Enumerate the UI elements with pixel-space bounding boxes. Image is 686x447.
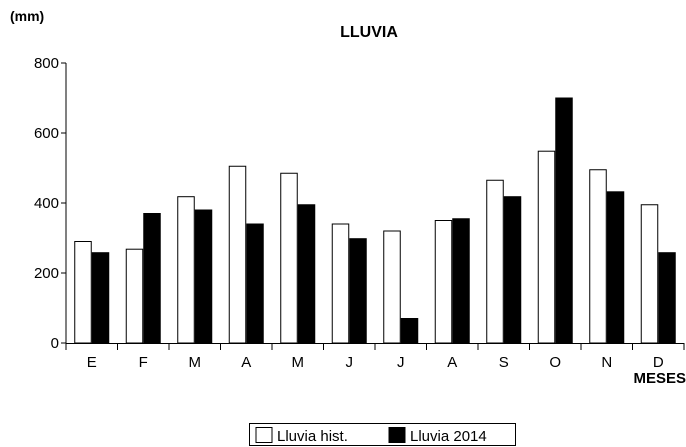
y-unit-label: (mm) bbox=[10, 8, 44, 24]
x-tick-label: M bbox=[189, 354, 202, 371]
bar-hist-0 bbox=[74, 241, 92, 344]
y-tick-label: 400 bbox=[34, 195, 59, 212]
bar-hist-4 bbox=[280, 172, 298, 344]
bar-2014-11 bbox=[658, 252, 676, 344]
x-tick-label: N bbox=[601, 354, 612, 371]
bar-hist-2 bbox=[177, 196, 195, 344]
x-axis-label: MESES bbox=[633, 370, 686, 387]
bar-2014-8 bbox=[503, 196, 522, 344]
bar-hist-5 bbox=[331, 223, 350, 344]
bar-hist-7 bbox=[434, 220, 453, 344]
y-tick-label: 600 bbox=[34, 125, 59, 142]
bar-hist-3 bbox=[228, 165, 247, 344]
bar-hist-1 bbox=[125, 248, 144, 344]
bar-2014-1 bbox=[143, 213, 161, 344]
y-axis-ticks: 0 200 400 600 800 bbox=[34, 55, 66, 352]
bar-2014-4 bbox=[297, 204, 316, 344]
legend-swatch bbox=[388, 427, 406, 443]
bar-hist-11 bbox=[640, 204, 659, 344]
bar-2014-0 bbox=[91, 252, 110, 344]
legend-swatch bbox=[255, 427, 273, 443]
bar-2014-6 bbox=[400, 318, 419, 344]
bar-2014-5 bbox=[349, 238, 367, 344]
x-tick-label: A bbox=[447, 354, 457, 371]
bar-hist-6 bbox=[383, 230, 401, 344]
x-tick-label: J bbox=[397, 354, 405, 371]
legend-label: Lluvia 2014 bbox=[410, 428, 487, 445]
x-tick-label: E bbox=[87, 354, 97, 371]
bars-group bbox=[74, 97, 676, 344]
y-tick-label: 200 bbox=[34, 265, 59, 282]
legend-box bbox=[249, 423, 516, 446]
bar-2014-3 bbox=[246, 223, 264, 344]
x-tick-label: M bbox=[292, 354, 305, 371]
legend-label: Lluvia hist. bbox=[277, 428, 348, 445]
bar-hist-8 bbox=[486, 179, 504, 344]
x-tick-label: A bbox=[241, 354, 251, 371]
x-tick-label: O bbox=[549, 354, 561, 371]
x-tick-label: D bbox=[653, 354, 664, 371]
bar-2014-7 bbox=[452, 218, 470, 344]
bar-2014-9 bbox=[555, 97, 573, 344]
bar-2014-10 bbox=[606, 191, 625, 344]
legend: Lluvia hist. Lluvia 2014 bbox=[249, 423, 516, 446]
bar-hist-10 bbox=[589, 169, 607, 344]
chart-title: LLUVIA bbox=[340, 24, 398, 41]
bar-2014-2 bbox=[194, 209, 213, 344]
x-tick-label: J bbox=[346, 354, 354, 371]
y-tick-label: 800 bbox=[34, 55, 59, 72]
x-tick-label: S bbox=[499, 354, 509, 371]
y-tick-label: 0 bbox=[51, 335, 59, 352]
x-tick-label: F bbox=[139, 354, 148, 371]
bar-hist-9 bbox=[537, 150, 556, 344]
